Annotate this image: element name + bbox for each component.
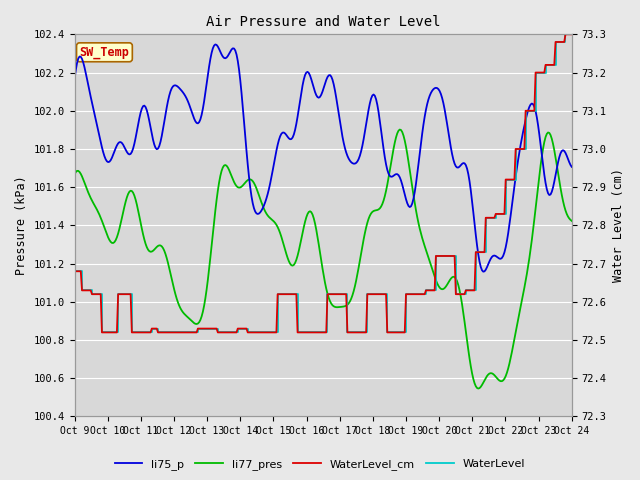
- li77_pres: [383, 182, 391, 188]
- WaterLevel: [70, 268, 78, 274]
- WaterLevel_cm: [70, 268, 78, 274]
- li77_pres: [396, 127, 404, 132]
- WaterLevel_cm: [234, 326, 242, 332]
- WaterLevel: [433, 253, 441, 259]
- li75_p: [431, 85, 438, 91]
- WaterLevel_cm: [568, 32, 575, 37]
- WaterLevel: [234, 326, 242, 332]
- WaterLevel: [431, 288, 438, 293]
- li77_pres: [70, 172, 78, 178]
- li75_p: [479, 269, 487, 275]
- Y-axis label: Pressure (kPa): Pressure (kPa): [15, 176, 28, 276]
- li77_pres: [431, 274, 438, 280]
- li75_p: [385, 171, 392, 177]
- WaterLevel_cm: [385, 330, 392, 336]
- li75_p: [433, 85, 441, 91]
- li75_p: [70, 77, 78, 83]
- li75_p: [131, 141, 138, 147]
- li77_pres: [433, 280, 441, 286]
- WaterLevel: [98, 330, 106, 336]
- WaterLevel: [385, 330, 392, 336]
- li77_pres: [474, 385, 482, 391]
- li77_pres: [568, 218, 575, 224]
- Title: Air Pressure and Water Level: Air Pressure and Water Level: [206, 15, 440, 29]
- li77_pres: [131, 192, 138, 198]
- WaterLevel: [132, 330, 140, 336]
- Y-axis label: Water Level (cm): Water Level (cm): [612, 168, 625, 282]
- li77_pres: [233, 183, 241, 189]
- WaterLevel_cm: [132, 330, 140, 336]
- Line: WaterLevel: WaterLevel: [74, 35, 572, 333]
- li75_p: [211, 42, 219, 48]
- Line: li75_p: li75_p: [74, 45, 572, 272]
- Text: SW_Temp: SW_Temp: [79, 46, 129, 59]
- WaterLevel_cm: [269, 330, 276, 336]
- WaterLevel: [568, 32, 575, 37]
- WaterLevel: [269, 330, 276, 336]
- Legend: li75_p, li77_pres, WaterLevel_cm, WaterLevel: li75_p, li77_pres, WaterLevel_cm, WaterL…: [110, 455, 530, 474]
- li75_p: [269, 168, 276, 174]
- Line: li77_pres: li77_pres: [74, 130, 572, 388]
- WaterLevel_cm: [562, 32, 570, 37]
- li75_p: [234, 58, 242, 64]
- WaterLevel_cm: [431, 288, 438, 293]
- li77_pres: [268, 216, 275, 222]
- WaterLevel: [562, 32, 570, 37]
- WaterLevel_cm: [98, 330, 106, 336]
- WaterLevel_cm: [433, 253, 441, 259]
- Line: WaterLevel_cm: WaterLevel_cm: [74, 35, 572, 333]
- li75_p: [568, 164, 575, 170]
